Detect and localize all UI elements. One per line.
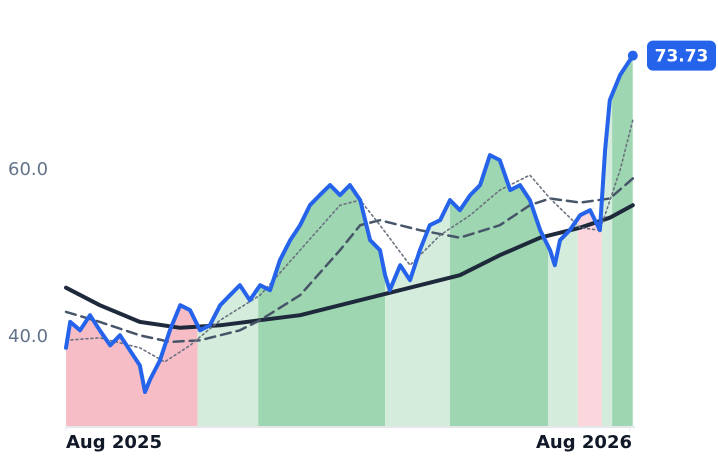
region <box>385 55 450 427</box>
price-badge <box>647 40 716 71</box>
x-tick-label: Aug 2025 <box>66 432 162 453</box>
region <box>258 55 386 427</box>
price-badge-label: 73.73 <box>655 47 709 67</box>
lines <box>64 50 638 428</box>
labels: 73.73 40.0 60.0 Aug 2025 Aug 2026 <box>8 40 716 453</box>
region <box>612 55 633 427</box>
region <box>66 55 198 427</box>
region-fills <box>66 55 633 427</box>
series-line-price <box>64 53 635 394</box>
y-tick-label: 40.0 <box>8 326 48 347</box>
y-tick-label: 60.0 <box>8 159 48 180</box>
x-tick-label: Aug 2026 <box>536 432 632 453</box>
last-point <box>627 50 638 61</box>
region <box>548 55 578 427</box>
series-line-solid-thick <box>64 203 635 330</box>
region <box>601 55 613 427</box>
region <box>197 55 259 427</box>
